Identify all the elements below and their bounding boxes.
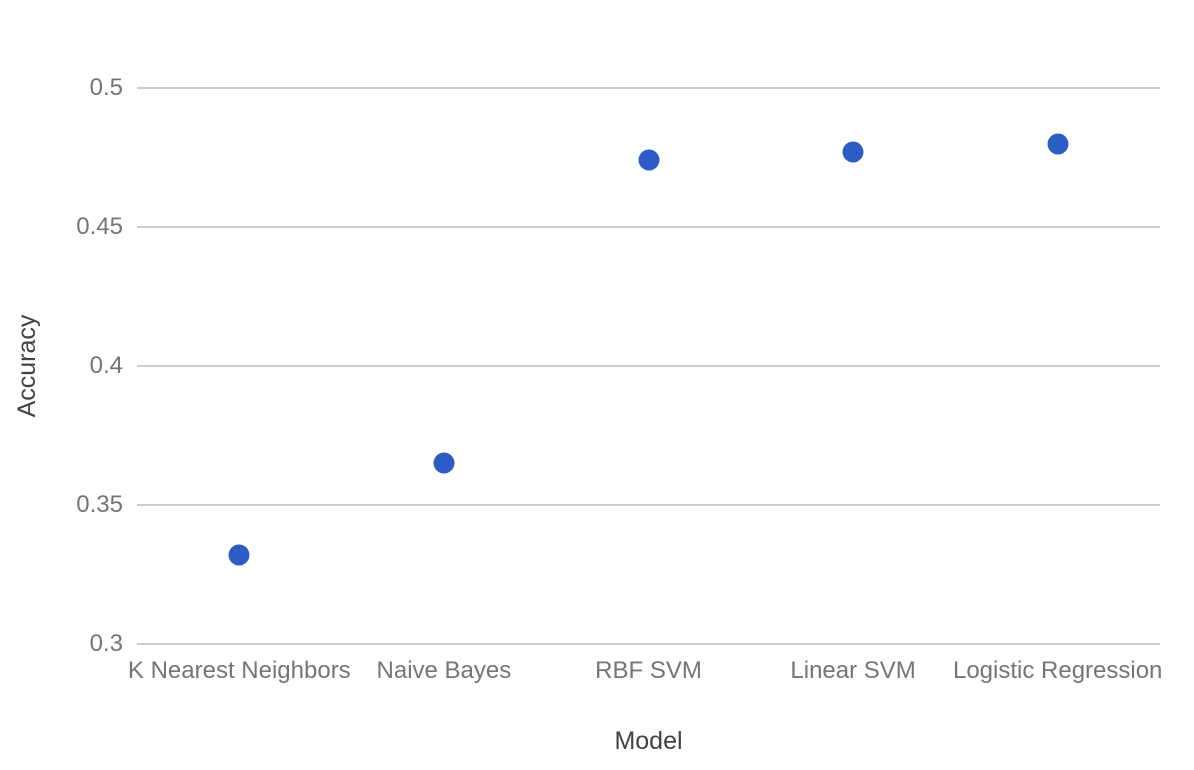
gridline <box>137 365 1160 367</box>
y-tick-label: 0.45 <box>76 213 123 240</box>
gridline <box>137 226 1160 228</box>
y-tick-label: 0.4 <box>89 352 123 379</box>
x-tick-label: K Nearest Neighbors <box>127 657 351 684</box>
y-axis-title: Accuracy <box>13 314 41 418</box>
gridline <box>137 643 1160 645</box>
x-tick-label: RBF SVM <box>595 657 702 684</box>
y-tick-label: 0.35 <box>76 491 123 518</box>
data-point[interactable] <box>433 452 455 474</box>
gridline <box>137 87 1160 89</box>
x-tick-label: Naive Bayes <box>376 657 512 684</box>
data-point[interactable] <box>1047 133 1069 155</box>
data-point[interactable] <box>638 149 659 171</box>
data-point[interactable] <box>228 544 250 566</box>
x-axis-title: Model <box>614 727 683 755</box>
x-tick-label: Linear SVM <box>790 657 916 684</box>
y-tick-label: 0.5 <box>89 74 123 101</box>
x-tick-label: Logistic Regression <box>952 657 1163 684</box>
gridline <box>137 504 1160 506</box>
y-tick-label: 0.3 <box>89 630 123 657</box>
data-point[interactable] <box>842 141 864 163</box>
